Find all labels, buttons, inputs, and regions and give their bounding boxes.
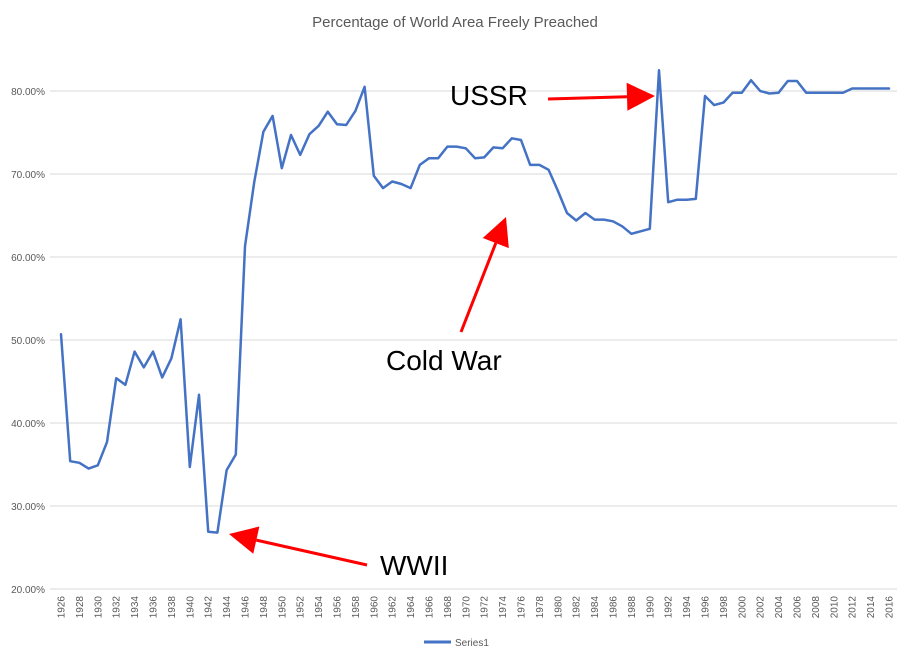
x-tick-label: 1974: [498, 596, 509, 619]
annotation-label: USSR: [450, 80, 528, 111]
series-line-1: [59, 69, 891, 534]
x-tick-label: 2014: [866, 596, 877, 619]
x-tick-label: 1994: [682, 596, 693, 619]
x-tick-label: 1958: [351, 596, 362, 619]
legend-series-label: Series1: [455, 638, 489, 649]
series-layer: [59, 69, 891, 534]
x-tick-label: 2008: [811, 596, 822, 619]
x-tick-label: 1972: [480, 596, 491, 619]
x-tick-label: 1944: [222, 596, 233, 619]
x-tick-label: 2006: [793, 596, 804, 619]
x-tick-label: 1988: [627, 596, 638, 619]
x-tick-label: 1962: [388, 596, 399, 619]
x-tick-label: 1928: [75, 596, 86, 619]
x-tick-label: 1978: [535, 596, 546, 619]
y-tick-label: 20.00%: [11, 585, 45, 596]
x-tick-label: 1982: [572, 596, 583, 619]
x-tick-label: 1926: [57, 596, 68, 619]
annotation-arrow: [229, 526, 368, 567]
x-tick-label: 1954: [314, 596, 325, 619]
x-tick-label: 1956: [333, 596, 344, 619]
x-tick-label: 1966: [425, 596, 436, 619]
x-tick-label: 2010: [829, 596, 840, 619]
y-axis-tick-labels: 20.00% 30.00% 40.00% 50.00% 60.00% 70.00% 80.0…: [11, 87, 45, 596]
legend: Series1: [424, 638, 489, 649]
x-tick-label: 1986: [609, 596, 620, 619]
x-tick-label: 1976: [517, 596, 528, 619]
x-tick-label: 1992: [664, 596, 675, 619]
x-tick-label: 1938: [167, 596, 178, 619]
annotations: USSR Cold War WWII: [229, 80, 655, 581]
x-tick-label: 1970: [461, 596, 472, 619]
y-tick-label: 40.00%: [11, 419, 45, 430]
x-tick-label: 1948: [259, 596, 270, 619]
x-tick-label: 1932: [112, 596, 123, 619]
x-tick-label: 1942: [204, 596, 215, 619]
x-tick-label: 2012: [848, 596, 859, 619]
x-tick-label: 2000: [737, 596, 748, 619]
y-tick-label: 30.00%: [11, 502, 45, 513]
x-tick-label: 2016: [885, 596, 896, 619]
x-tick-label: 1934: [130, 596, 141, 619]
chart-title: Percentage of World Area Freely Preached: [312, 14, 598, 31]
x-tick-label: 1952: [296, 596, 307, 619]
x-tick-label: 1960: [369, 596, 380, 619]
y-tick-label: 50.00%: [11, 336, 45, 347]
x-tick-label: 1980: [553, 596, 564, 619]
x-tick-label: 1930: [93, 596, 104, 619]
x-tick-label: 1984: [590, 596, 601, 619]
x-tick-label: 1968: [443, 596, 454, 619]
x-tick-label: 1936: [149, 596, 160, 619]
x-tick-label: 1964: [406, 596, 417, 619]
x-tick-label: 1950: [277, 596, 288, 619]
x-tick-label: 1990: [645, 596, 656, 619]
x-tick-label: 1940: [185, 596, 196, 619]
x-tick-label: 1946: [241, 596, 252, 619]
annotation-label: WWII: [380, 550, 448, 581]
x-tick-label: 1996: [701, 596, 712, 619]
x-tick-label: 2002: [756, 596, 767, 619]
x-tick-label: 1998: [719, 596, 730, 619]
x-tick-label: 2004: [774, 596, 785, 619]
annotation-arrow: [459, 217, 509, 333]
y-tick-label: 70.00%: [11, 170, 45, 181]
annotation-label: Cold War: [386, 345, 502, 376]
y-tick-label: 60.00%: [11, 253, 45, 264]
gridlines: [50, 90, 897, 590]
x-axis-tick-labels: 1926 1928 1930 1932 1934 1936 1938 1940 1942 1944…: [57, 596, 896, 619]
annotation-arrow: [547, 82, 655, 111]
y-tick-label: 80.00%: [11, 87, 45, 98]
